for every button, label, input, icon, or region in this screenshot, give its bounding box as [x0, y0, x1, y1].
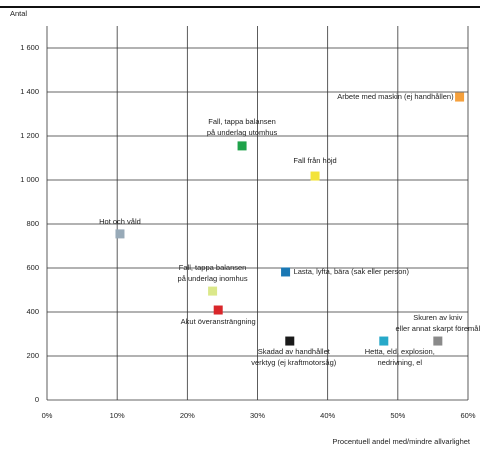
y-tick-label: 800: [26, 219, 39, 228]
y-tick-label: 600: [26, 263, 39, 272]
point-label: Fall från höjd: [293, 156, 336, 165]
y-tick-label: 1 600: [20, 43, 39, 52]
point: [433, 336, 443, 346]
point: [213, 305, 223, 315]
y-tick-label: 400: [26, 307, 39, 316]
point: [237, 141, 247, 151]
point-label: eller annat skarpt föremål: [396, 324, 480, 333]
point-label: Skadad av handhållet: [258, 347, 331, 356]
y-tick-label: 200: [26, 351, 39, 360]
point-label: verktyg (ej kraftmotorsåg): [251, 358, 337, 367]
x-tick-label: 60%: [460, 411, 475, 420]
point: [281, 267, 291, 277]
point-label: Fall, tappa balansen: [208, 117, 276, 126]
y-tick-label: 1 400: [20, 87, 39, 96]
x-axis-label: Procentuell andel med/mindre allvarlighe…: [332, 437, 470, 446]
point-label: på underlag utomhus: [207, 128, 278, 137]
y-tick-label: 0: [35, 395, 39, 404]
point-label: Akut överansträngning: [181, 317, 256, 326]
point: [310, 171, 320, 181]
x-tick-label: 30%: [250, 411, 265, 420]
point-label: på underlag inomhus: [178, 274, 248, 283]
x-tick-label: 20%: [180, 411, 195, 420]
x-tick-label: 10%: [110, 411, 125, 420]
point-label: Skuren av kniv: [413, 313, 462, 322]
point: [208, 286, 218, 296]
point: [455, 92, 465, 102]
y-tick-label: 1 200: [20, 131, 39, 140]
point: [379, 336, 389, 346]
point: [285, 336, 295, 346]
point: [115, 229, 125, 239]
x-tick-label: 40%: [320, 411, 335, 420]
point-label: Fall, tappa balansen: [179, 263, 247, 272]
y-tick-label: 1 000: [20, 175, 39, 184]
x-tick-label: 50%: [390, 411, 405, 420]
x-tick-label: 0%: [42, 411, 53, 420]
point-label: Arbete med maskin (ej handhållen): [337, 92, 454, 101]
point-label: Lasta, lyfta, bära (sak eller person): [294, 267, 410, 276]
point-label: Hot och våld: [99, 217, 141, 226]
point-label: nedrivning, el: [377, 358, 422, 367]
point-label: Hetta, eld, explosion,: [365, 347, 435, 356]
y-axis-label: Antal: [10, 9, 27, 18]
